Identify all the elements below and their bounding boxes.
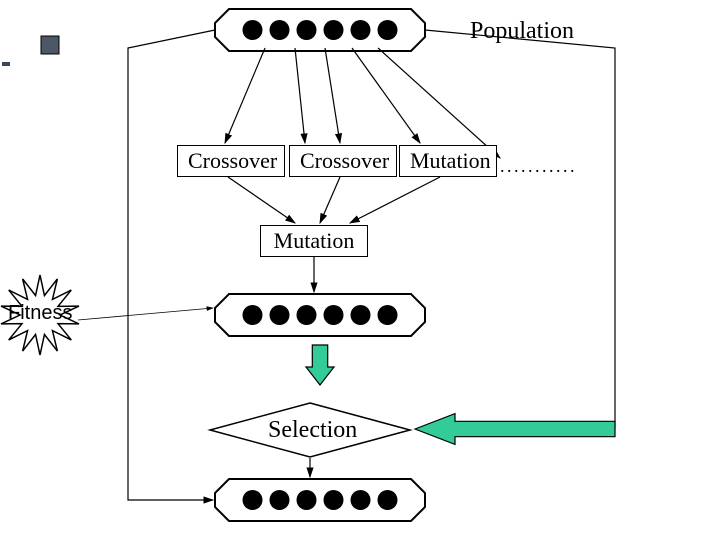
into-mutation-arrow-2	[350, 177, 440, 223]
into-mutation-arrow-0	[228, 177, 295, 223]
fanout-arrow-3	[352, 48, 420, 143]
dot-icon	[243, 490, 263, 510]
down-block-arrow-icon	[306, 345, 334, 385]
dot-icon	[351, 305, 371, 325]
dot-icon	[378, 490, 398, 510]
dot-icon	[378, 20, 398, 40]
diagram-canvas	[0, 0, 720, 540]
dot-icon	[270, 20, 290, 40]
dot-icon	[351, 20, 371, 40]
selection-label: Selection	[268, 417, 357, 444]
fanout-arrow-1	[295, 48, 305, 143]
left-block-arrow-icon	[415, 414, 615, 445]
fanout-arrow-2	[325, 48, 340, 143]
dot-icon	[243, 305, 263, 325]
ellipsis: . . . . . . . . . . .	[500, 156, 574, 177]
dot-icon	[324, 20, 344, 40]
population-label: Population	[470, 18, 574, 45]
dot-icon	[324, 490, 344, 510]
dot-icon	[297, 490, 317, 510]
dot-icon	[270, 305, 290, 325]
dot-icon	[351, 490, 371, 510]
mutation-box-top: Mutation	[399, 145, 497, 177]
fanout-arrow-4	[378, 48, 500, 158]
bullet-square-icon	[41, 36, 59, 54]
dot-icon	[243, 20, 263, 40]
left-loop-arrow	[128, 30, 215, 500]
dot-icon	[297, 20, 317, 40]
dot-icon	[297, 305, 317, 325]
dot-icon	[378, 305, 398, 325]
crossover-box-1: Crossover	[177, 145, 285, 177]
fitness-label: Fitness	[8, 302, 72, 325]
dot-icon	[270, 490, 290, 510]
fanout-arrow-0	[225, 48, 265, 143]
dot-icon	[324, 305, 344, 325]
right-loop-line	[425, 30, 615, 429]
crossover-box-2: Crossover	[289, 145, 397, 177]
fitness-arrow	[78, 308, 213, 320]
mutation-box-mid: Mutation	[260, 225, 368, 257]
into-mutation-arrow-1	[320, 177, 340, 223]
tiny-rect-icon	[2, 62, 10, 66]
